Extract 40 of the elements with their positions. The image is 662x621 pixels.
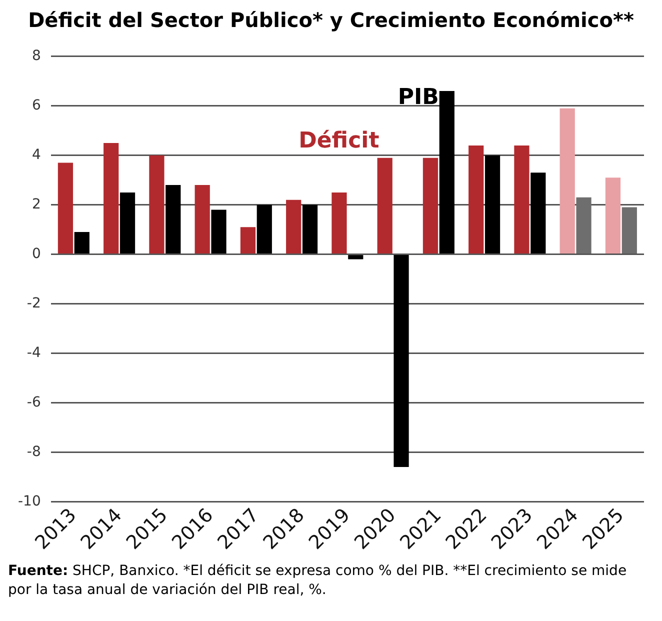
bar xyxy=(166,185,181,254)
bar xyxy=(468,145,484,254)
chart-title: Déficit del Sector Público* y Crecimiento Económico** xyxy=(27,8,635,32)
y-tick-label: -8 xyxy=(26,444,41,460)
y-tick-label: -10 xyxy=(18,493,41,510)
bar xyxy=(149,155,164,254)
bar xyxy=(514,145,530,254)
bar xyxy=(560,108,575,254)
bar xyxy=(211,210,226,254)
bar xyxy=(332,192,347,254)
bar xyxy=(622,207,637,254)
series-label: PIB xyxy=(398,84,439,110)
bar xyxy=(394,255,409,468)
bar xyxy=(302,204,318,254)
bar xyxy=(256,204,272,254)
series-label: Déficit xyxy=(298,128,380,154)
bar xyxy=(104,142,119,254)
y-tick-label: 8 xyxy=(32,48,41,64)
y-tick-label: -4 xyxy=(26,344,41,361)
y-tick-label: 4 xyxy=(32,146,41,163)
bar xyxy=(194,185,210,254)
bar xyxy=(377,158,392,254)
bar xyxy=(422,158,438,254)
bar xyxy=(74,232,90,254)
bar xyxy=(576,197,592,254)
bar xyxy=(530,172,546,254)
bar xyxy=(605,178,621,254)
bar xyxy=(286,200,302,254)
bar xyxy=(120,192,136,254)
bar xyxy=(484,155,500,254)
y-tick-label: -6 xyxy=(26,394,41,410)
y-tick-label: 0 xyxy=(32,246,41,262)
bar xyxy=(348,255,364,260)
y-tick-label: 6 xyxy=(32,98,41,114)
y-tick-label: -2 xyxy=(26,295,41,312)
bar xyxy=(58,162,74,254)
source-note: Fuente: SHCP, Banxico. *El déficit se expresa como % del PIB. **El crecimiento se mide por la tasa anual de variación del PIB real, %. xyxy=(8,562,628,600)
y-tick-label: 2 xyxy=(32,196,41,212)
bar xyxy=(240,227,256,254)
bar xyxy=(439,91,454,254)
